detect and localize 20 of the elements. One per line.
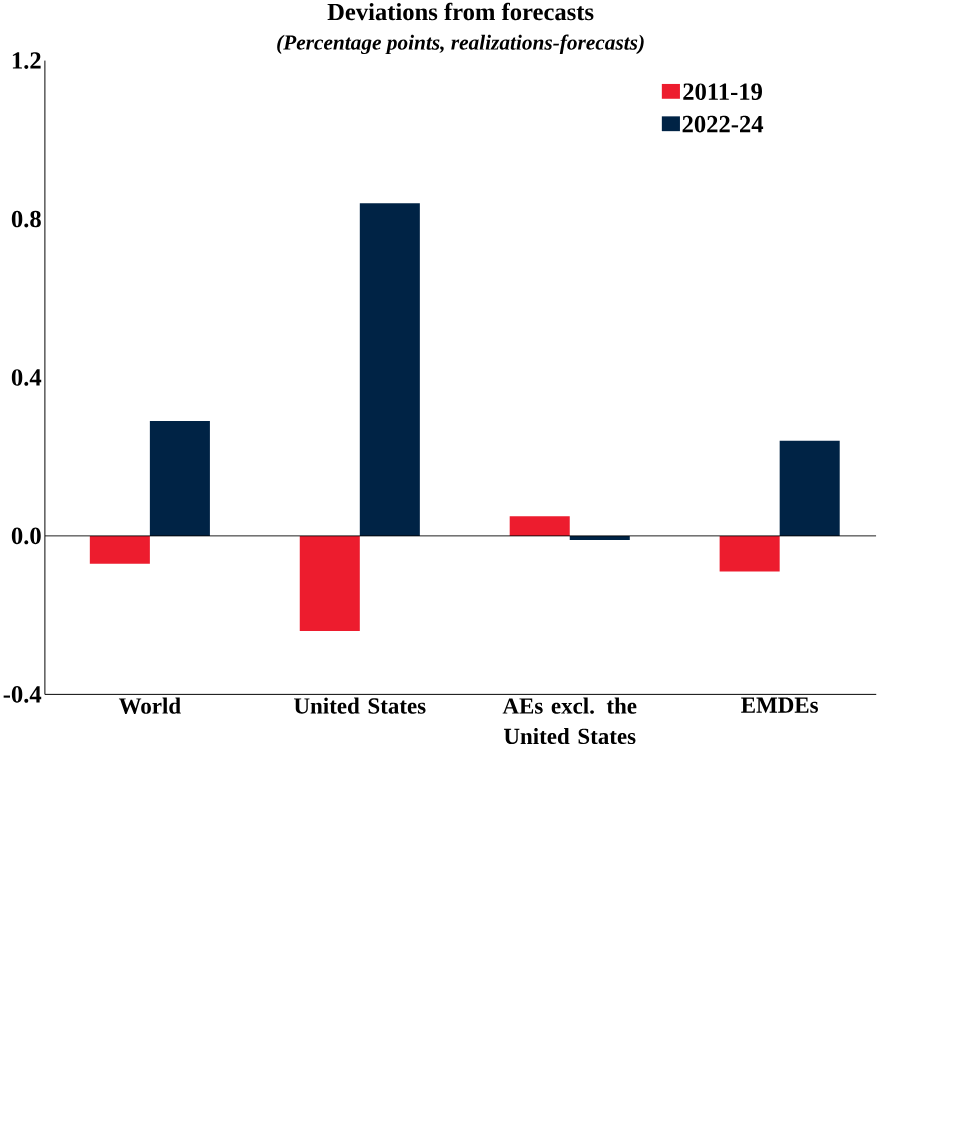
bar bbox=[90, 535, 151, 564]
x-tick-label: United States bbox=[294, 697, 426, 714]
y-tick-label: 1.2 bbox=[13, 52, 41, 69]
y-tick-label: 0.0 bbox=[12, 527, 41, 545]
legend-label: 2011-19 bbox=[683, 83, 763, 100]
y-tick-label: -0.4 bbox=[3, 686, 42, 703]
chart-subtitle: (Percentage points, realizations-forecasts) bbox=[277, 34, 644, 55]
bar bbox=[509, 516, 570, 536]
legend-label: 2022-24 bbox=[682, 115, 764, 133]
bar bbox=[150, 421, 211, 536]
x-tick-label: EMDEs bbox=[741, 697, 819, 713]
x-tick-label: World bbox=[119, 697, 182, 714]
y-tick-label: 0.8 bbox=[12, 210, 42, 228]
bar bbox=[779, 440, 840, 536]
bar bbox=[719, 535, 780, 572]
bar bbox=[360, 203, 421, 536]
chart-title: Deviations from forecasts bbox=[327, 2, 594, 21]
x-tick-label: AEs excl. the United States bbox=[502, 697, 637, 745]
y-tick-label: 0.4 bbox=[12, 369, 42, 386]
bar bbox=[299, 535, 361, 632]
